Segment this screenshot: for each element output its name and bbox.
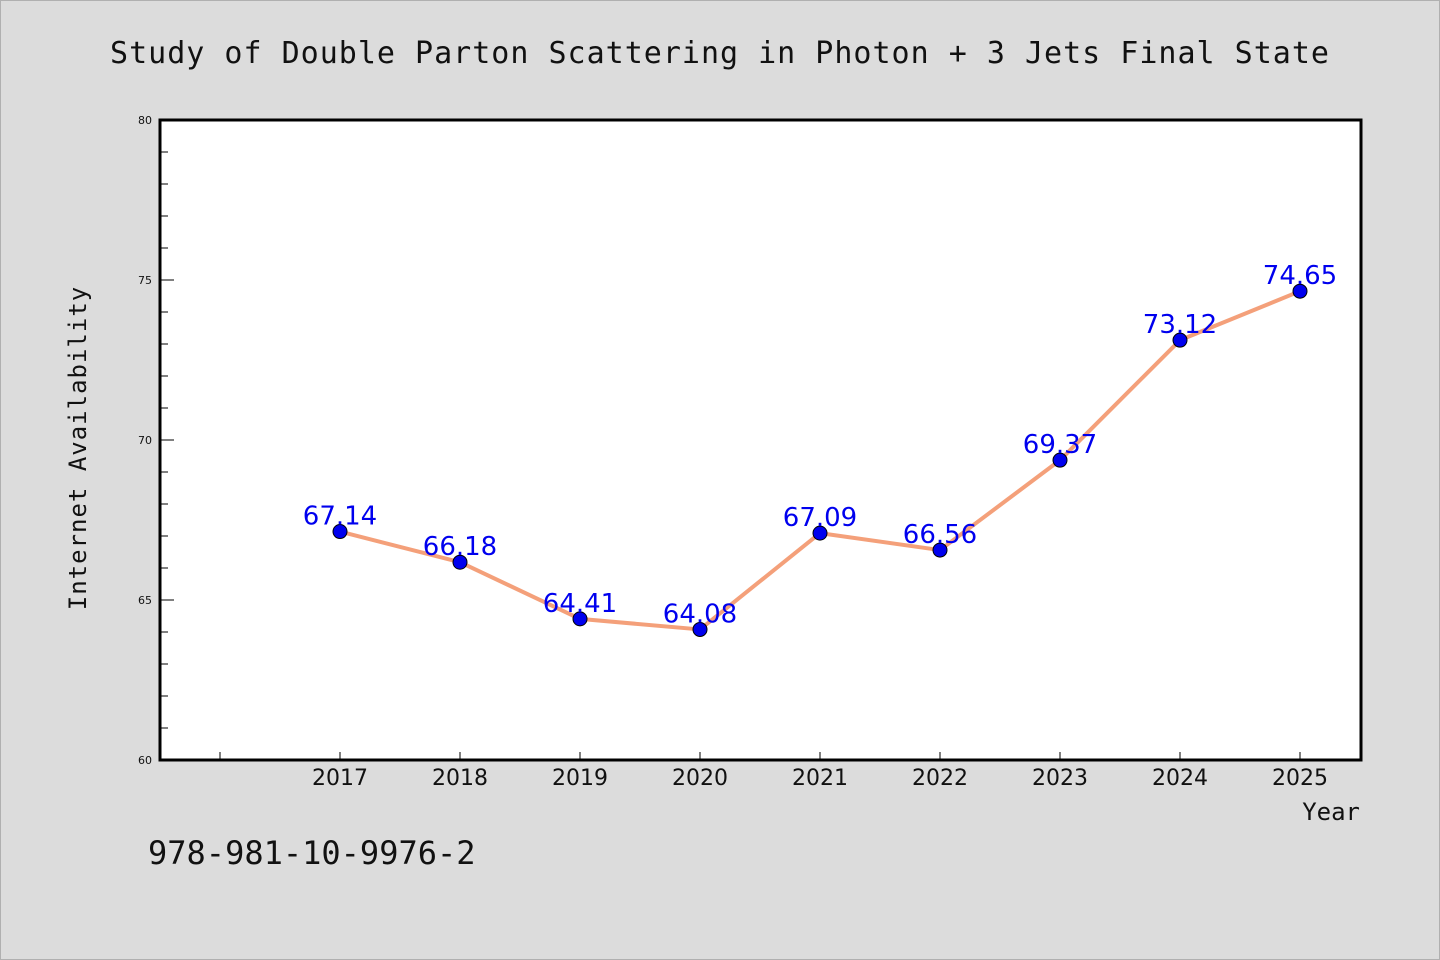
data-label: 64.08 <box>663 599 737 629</box>
chart-title: Study of Double Parton Scattering in Pho… <box>110 36 1330 71</box>
data-label: 69.37 <box>1023 430 1097 460</box>
data-label: 66.18 <box>423 532 497 562</box>
data-point-marker <box>932 542 948 558</box>
data-point-marker <box>1052 452 1068 468</box>
y-tick-label: 70 <box>138 434 152 447</box>
x-axis-tick-labels: 2017 2018 2019 2020 2021 2022 2023 2024 2025 <box>312 766 1328 791</box>
x-axis-label: Year <box>1302 798 1360 826</box>
data-label: 74.65 <box>1263 261 1337 291</box>
plot-area <box>158 118 1363 762</box>
y-axis-label: Internet Availability <box>64 286 92 610</box>
x-tick-label: 2017 <box>312 766 368 791</box>
data-label: 67.09 <box>783 503 857 533</box>
y-tick-label: 80 <box>138 114 152 127</box>
x-tick-label: 2023 <box>1032 766 1088 791</box>
data-point-marker <box>1172 332 1188 348</box>
data-point-marker <box>1292 283 1308 299</box>
x-tick-label: 2021 <box>792 766 848 791</box>
y-axis-ticks <box>160 119 174 761</box>
data-label: 66.56 <box>903 520 977 550</box>
data-point-marker <box>692 621 708 637</box>
data-point-marker <box>812 525 828 541</box>
data-point-marker <box>332 524 348 540</box>
x-tick-label: 2024 <box>1152 766 1208 791</box>
data-point-marker <box>572 611 588 627</box>
x-tick-label: 2020 <box>672 766 728 791</box>
data-label: 64.41 <box>543 589 617 619</box>
data-labels: 67.14 66.18 64.41 64.08 67.09 66.56 69.37 73.12… <box>303 261 1337 629</box>
y-tick-label: 75 <box>138 274 152 287</box>
x-tick-label: 2022 <box>912 766 968 791</box>
x-tick-label: 2025 <box>1272 766 1328 791</box>
x-tick-label: 2019 <box>552 766 608 791</box>
isbn-text: 978-981-10-9976-2 <box>148 834 476 872</box>
data-label: 67.14 <box>303 502 377 532</box>
y-tick-label: 60 <box>138 754 152 767</box>
series-markers <box>332 283 1308 637</box>
y-axis-tick-labels: 60 65 70 75 80 <box>138 114 152 767</box>
x-axis-ticks <box>219 752 1301 760</box>
data-point-marker <box>452 554 468 570</box>
x-tick-label: 2018 <box>432 766 488 791</box>
y-tick-label: 65 <box>138 594 152 607</box>
data-label: 73.12 <box>1143 310 1217 340</box>
